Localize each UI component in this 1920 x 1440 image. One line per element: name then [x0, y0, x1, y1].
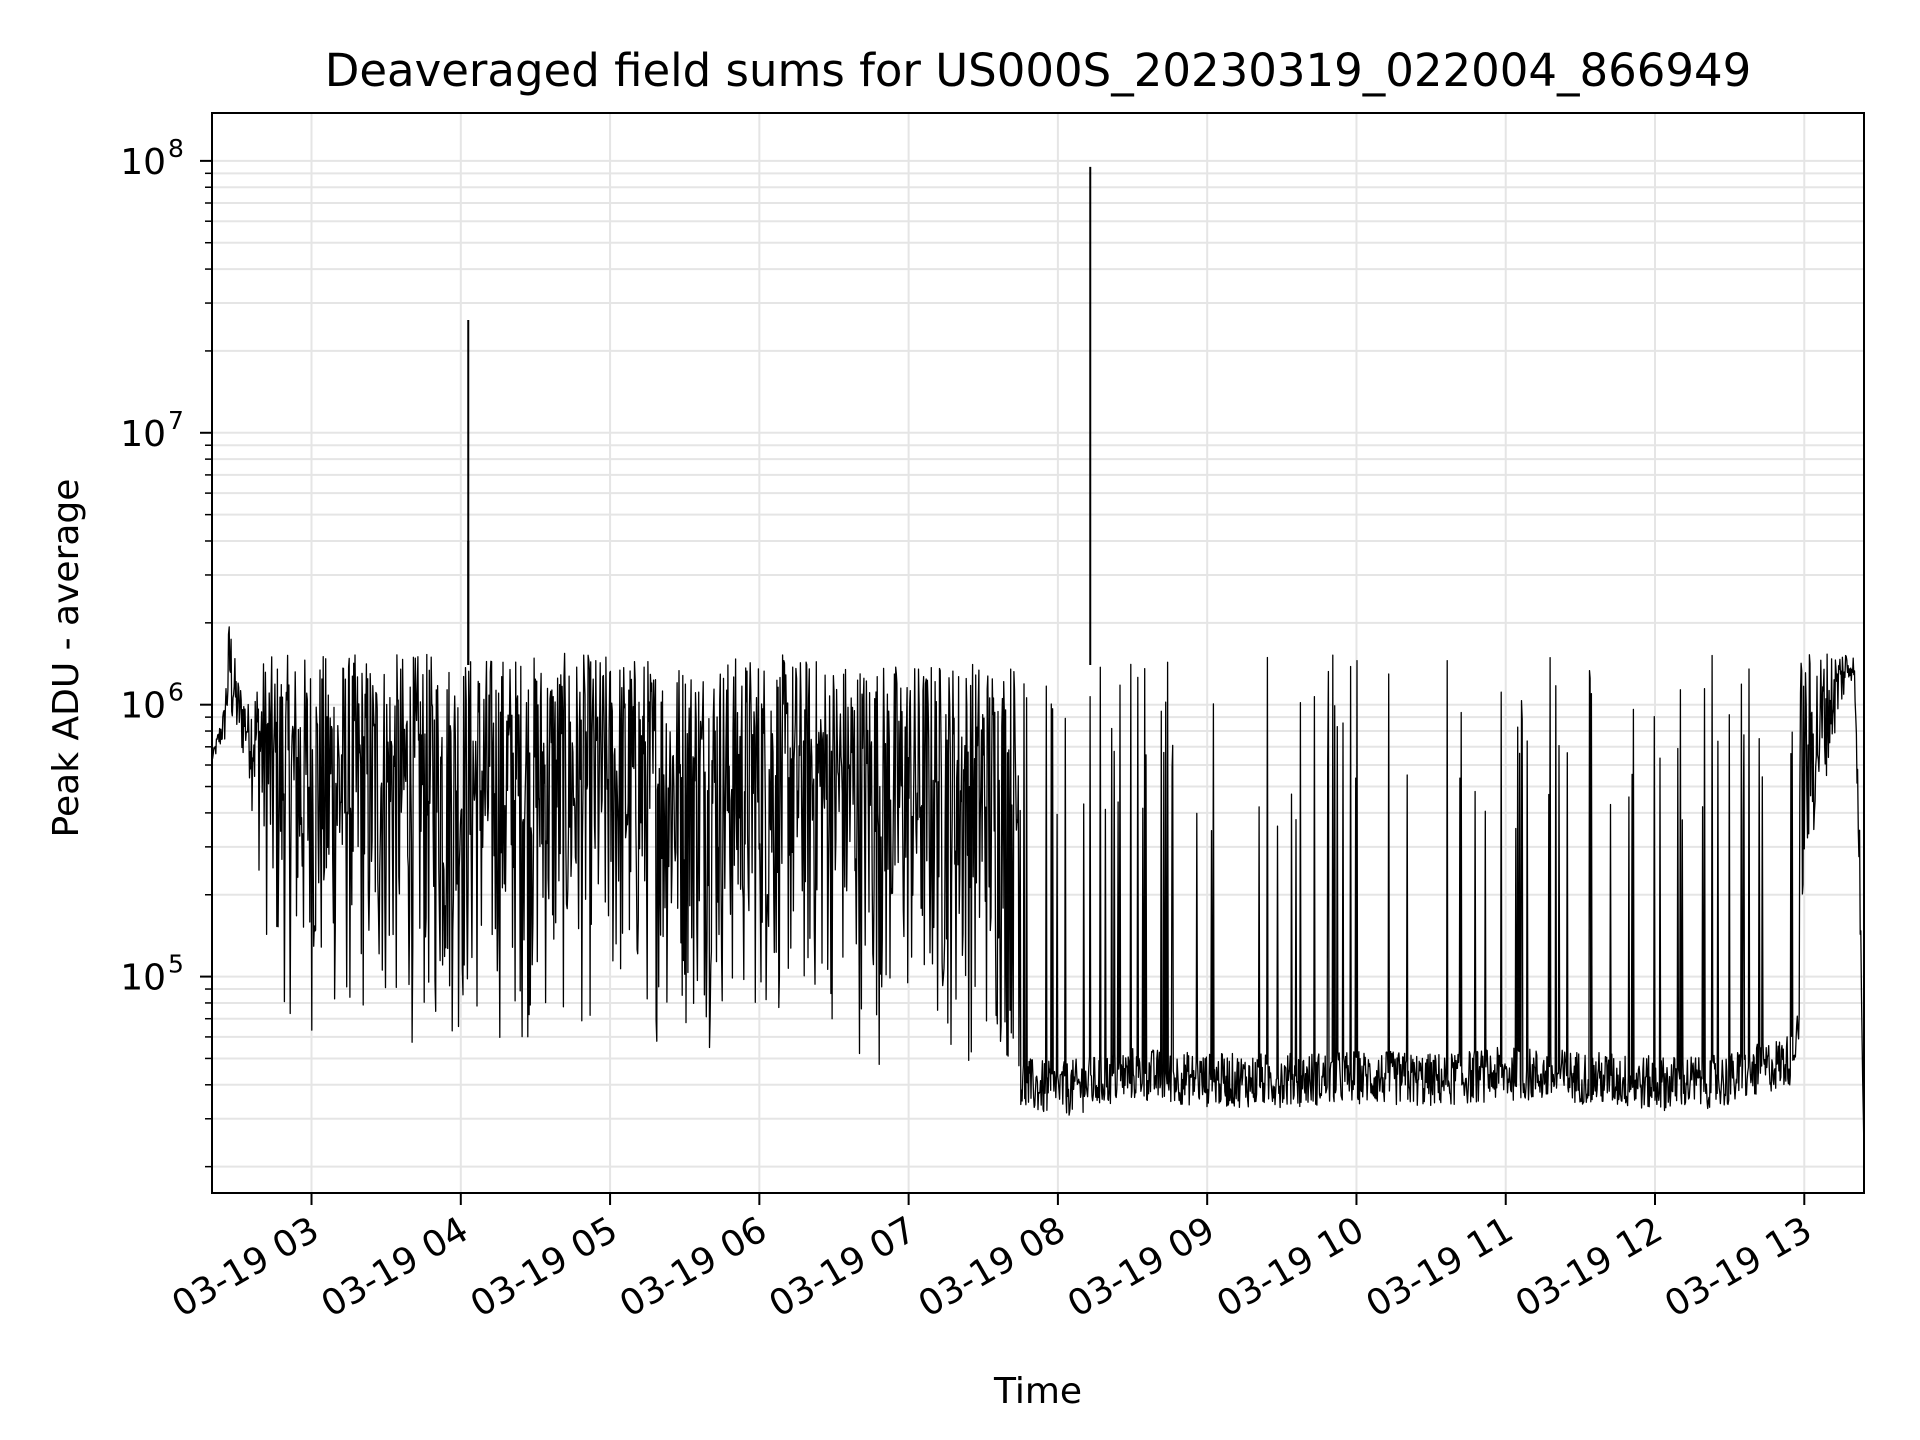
y-tick-label: 10: [120, 414, 166, 455]
y-axis-label: Peak ADU - average: [46, 479, 87, 838]
plot-frame: [211, 112, 1865, 1194]
y-tick-label: 10: [120, 958, 166, 999]
chart-title: Deaveraged field sums for US000S_2023031…: [325, 44, 1752, 97]
series-line: [211, 626, 1865, 1156]
y-tick-label: 10: [120, 686, 166, 727]
y-tick-label-exponent: 5: [168, 950, 184, 979]
y-tick-label-exponent: 7: [168, 406, 184, 435]
data-layer: [211, 166, 1865, 1156]
y-tick-label-exponent: 8: [168, 134, 184, 163]
y-tick-label-exponent: 6: [168, 678, 184, 707]
x-axis-label: Time: [993, 1371, 1082, 1412]
y-tick-label: 10: [120, 142, 166, 183]
